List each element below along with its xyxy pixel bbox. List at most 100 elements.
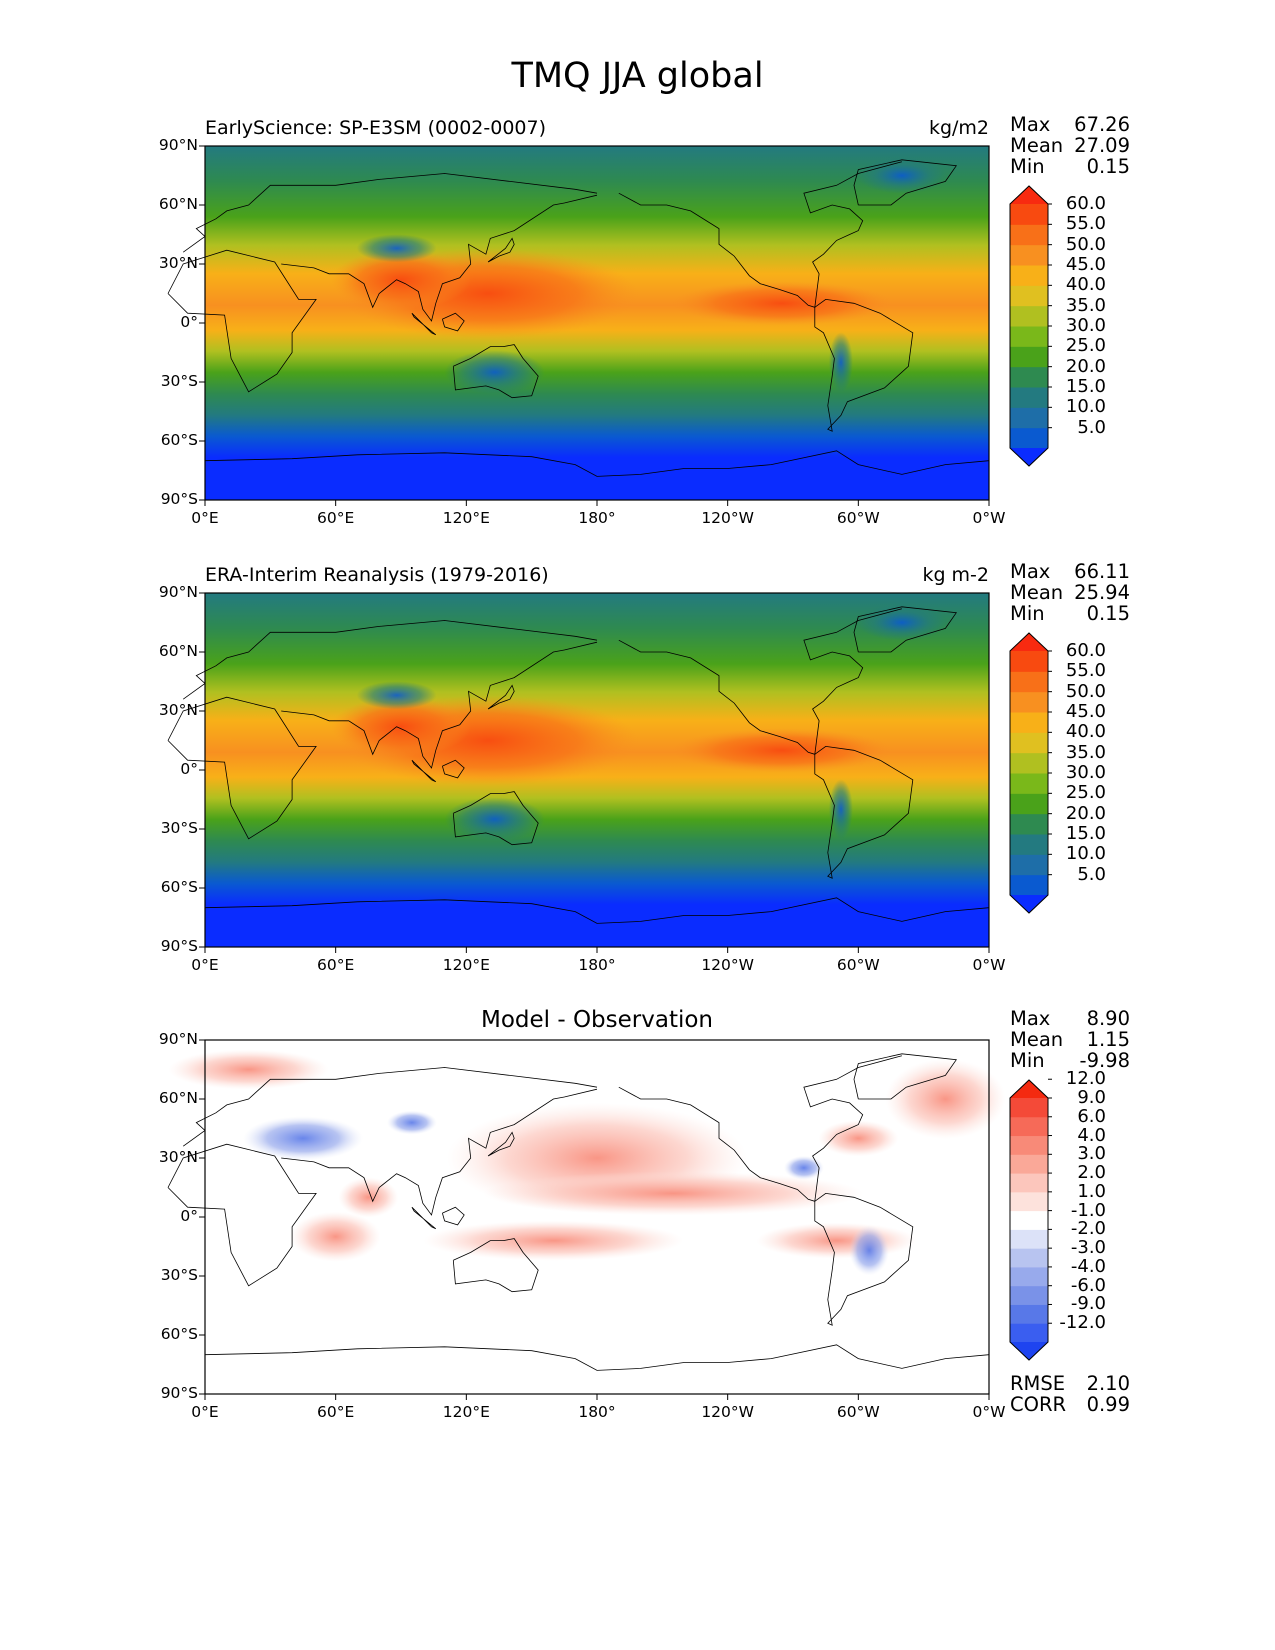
y-tick-label: 60°N <box>158 642 198 660</box>
coastline <box>618 608 903 755</box>
panel-title: Model - Observation <box>480 1007 714 1033</box>
negative-anomaly-region <box>243 1116 363 1161</box>
colorbar-segment <box>1010 1266 1048 1287</box>
y-tick-label: 90°S <box>160 1384 198 1402</box>
coastline <box>487 1131 515 1157</box>
colorbar-tick-label: 9.0 <box>1077 1087 1106 1108</box>
stat-value-min: 0.15 <box>1086 155 1130 178</box>
x-tick-label: 120°E <box>442 509 490 527</box>
y-tick-label: 90°N <box>158 1030 198 1048</box>
x-tick-label: 0°W <box>972 956 1006 974</box>
colorbar-segment <box>1010 813 1048 835</box>
colorbar-segment <box>1010 387 1048 408</box>
colorbar-segment <box>1010 1135 1048 1155</box>
colorbar-tick-label: 10.0 <box>1065 843 1106 865</box>
stat-label-max: Max <box>1010 113 1051 136</box>
coastline <box>618 161 903 308</box>
positive-anomaly-region <box>423 1220 684 1261</box>
y-tick-label: 90°N <box>158 136 198 154</box>
colorbar-tick-label: 60.0 <box>1065 193 1106 214</box>
coastline <box>814 745 914 879</box>
positive-anomaly-region <box>885 1059 1006 1139</box>
colorbar-tick-label: 5.0 <box>1077 416 1106 438</box>
panel-units: kg/m2 <box>928 117 989 139</box>
stat-label-max: Max <box>1010 1007 1051 1030</box>
colorbar-tick-label: 25.0 <box>1065 335 1106 357</box>
stat-label-min: Min <box>1010 155 1045 178</box>
panel-title-left: ERA-Interim Reanalysis (1979-2016) <box>205 564 549 586</box>
y-tick-label: 60°N <box>158 195 198 213</box>
colorbar-segment <box>1010 773 1048 794</box>
moist-region-east-pacific <box>672 281 893 326</box>
colorbar-segment <box>1010 265 1048 286</box>
y-tick-label: 30°S <box>160 1266 198 1284</box>
x-tick-label: 60°W <box>836 509 880 527</box>
colorbar-tick-label: 20.0 <box>1065 355 1106 377</box>
coastline <box>182 173 598 253</box>
x-tick-label: 180° <box>578 1403 616 1421</box>
x-tick-label: 120°W <box>701 1403 754 1421</box>
colorbar-segment <box>1010 305 1048 327</box>
negative-anomaly-region <box>386 1110 437 1135</box>
colorbar-tick-label: 4.0 <box>1077 1124 1106 1146</box>
x-tick-label: 120°E <box>442 1403 490 1421</box>
x-tick-label: 120°E <box>442 956 490 974</box>
y-tick-label: 30°N <box>158 254 198 272</box>
colorbar-extend-max <box>1010 633 1048 651</box>
colorbar-tick-label: 45.0 <box>1065 701 1106 722</box>
coastline <box>411 1206 437 1230</box>
colorbar-tick-label: -6.0 <box>1070 1274 1106 1296</box>
colorbar-tick-label: -3.0 <box>1070 1237 1106 1259</box>
coastline <box>204 450 990 477</box>
y-tick-label: 90°N <box>158 583 198 601</box>
y-tick-label: 90°S <box>160 490 198 508</box>
coastline <box>182 1067 598 1147</box>
x-tick-label: 0°W <box>972 1403 1006 1421</box>
moist-region-south-asia <box>331 249 471 310</box>
colorbar-tick-label: 20.0 <box>1065 802 1106 824</box>
y-tick-label: 60°S <box>160 878 198 896</box>
coastline <box>411 759 437 783</box>
colorbar-segment <box>1010 752 1048 774</box>
colorbar-segment <box>1010 326 1048 347</box>
colorbar-tick-label: -2.0 <box>1070 1218 1106 1240</box>
stat-value-max: 66.11 <box>1074 560 1130 583</box>
stat-value-mean: 1.15 <box>1086 1028 1130 1051</box>
positive-anomaly-region <box>818 1120 899 1157</box>
x-tick-label: 0°E <box>191 1403 219 1421</box>
colorbar-extend-max <box>1010 1080 1048 1098</box>
colorbar-segment <box>1010 1191 1048 1212</box>
colorbar-tick-label: -4.0 <box>1070 1255 1106 1277</box>
x-tick-label: 60°E <box>317 956 355 974</box>
x-tick-label: 0°W <box>972 509 1006 527</box>
y-tick-label: 60°S <box>160 431 198 449</box>
stat-label-rmse: RMSE <box>1010 1372 1066 1395</box>
colorbar-segment <box>1010 834 1048 855</box>
colorbar-tick-label: 30.0 <box>1065 315 1106 336</box>
colorbar-segment <box>1010 1154 1048 1174</box>
colorbar-segment <box>1010 1229 1048 1249</box>
x-tick-label: 0°E <box>191 956 219 974</box>
colorbar-tick-label: 1.0 <box>1077 1180 1106 1202</box>
stat-label-min: Min <box>1010 602 1045 625</box>
y-tick-label: 0° <box>180 313 198 331</box>
dry-region-australia <box>444 350 545 395</box>
coastline <box>452 791 539 846</box>
colorbar-tick-label: -12.0 <box>1059 1312 1106 1334</box>
dry-region-tibet <box>356 681 437 710</box>
positive-anomaly-region <box>338 1177 399 1218</box>
colorbar-tick-label: 50.0 <box>1065 680 1106 702</box>
colorbar-segment <box>1010 712 1048 733</box>
panel-title-left: EarlyScience: SP-E3SM (0002-0007) <box>205 117 547 139</box>
colorbar-segment <box>1010 1285 1048 1305</box>
y-tick-label: 60°S <box>160 1325 198 1343</box>
colorbar-segment <box>1010 651 1048 672</box>
colorbar-tick-label: 3.0 <box>1077 1143 1106 1165</box>
coastline <box>853 159 958 206</box>
coastline <box>853 1053 958 1100</box>
stat-value-rmse: 2.10 <box>1086 1372 1130 1395</box>
colorbar-segment <box>1010 732 1048 754</box>
x-tick-label: 0°E <box>191 509 219 527</box>
x-tick-label: 60°W <box>836 956 880 974</box>
